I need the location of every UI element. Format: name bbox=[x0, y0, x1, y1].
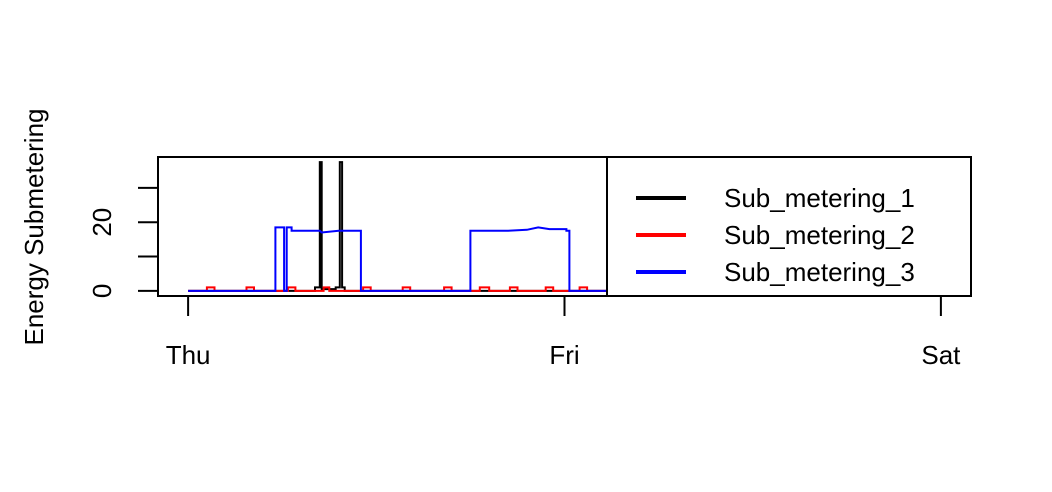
y-tick-label: 0 bbox=[87, 284, 117, 298]
y-axis-title: Energy Submetering bbox=[19, 108, 49, 345]
y-axis: 0 20 bbox=[87, 186, 159, 298]
series-line-3 bbox=[188, 226, 610, 292]
x-tick-label: Thu bbox=[166, 340, 211, 370]
y-tick-label: 20 bbox=[87, 208, 117, 237]
legend-label: Sub_metering_2 bbox=[724, 220, 915, 250]
x-tick-label: Fri bbox=[549, 340, 579, 370]
legend: Sub_metering_1 Sub_metering_2 Sub_metering… bbox=[606, 156, 972, 297]
x-axis: Thu Fri Sat bbox=[166, 295, 961, 370]
x-tick-label: Sat bbox=[921, 340, 961, 370]
legend-label: Sub_metering_1 bbox=[724, 183, 915, 213]
legend-label: Sub_metering_3 bbox=[724, 257, 915, 287]
series-line-2 bbox=[188, 286, 610, 292]
series-layer bbox=[188, 161, 610, 292]
series-line-1 bbox=[188, 161, 610, 292]
